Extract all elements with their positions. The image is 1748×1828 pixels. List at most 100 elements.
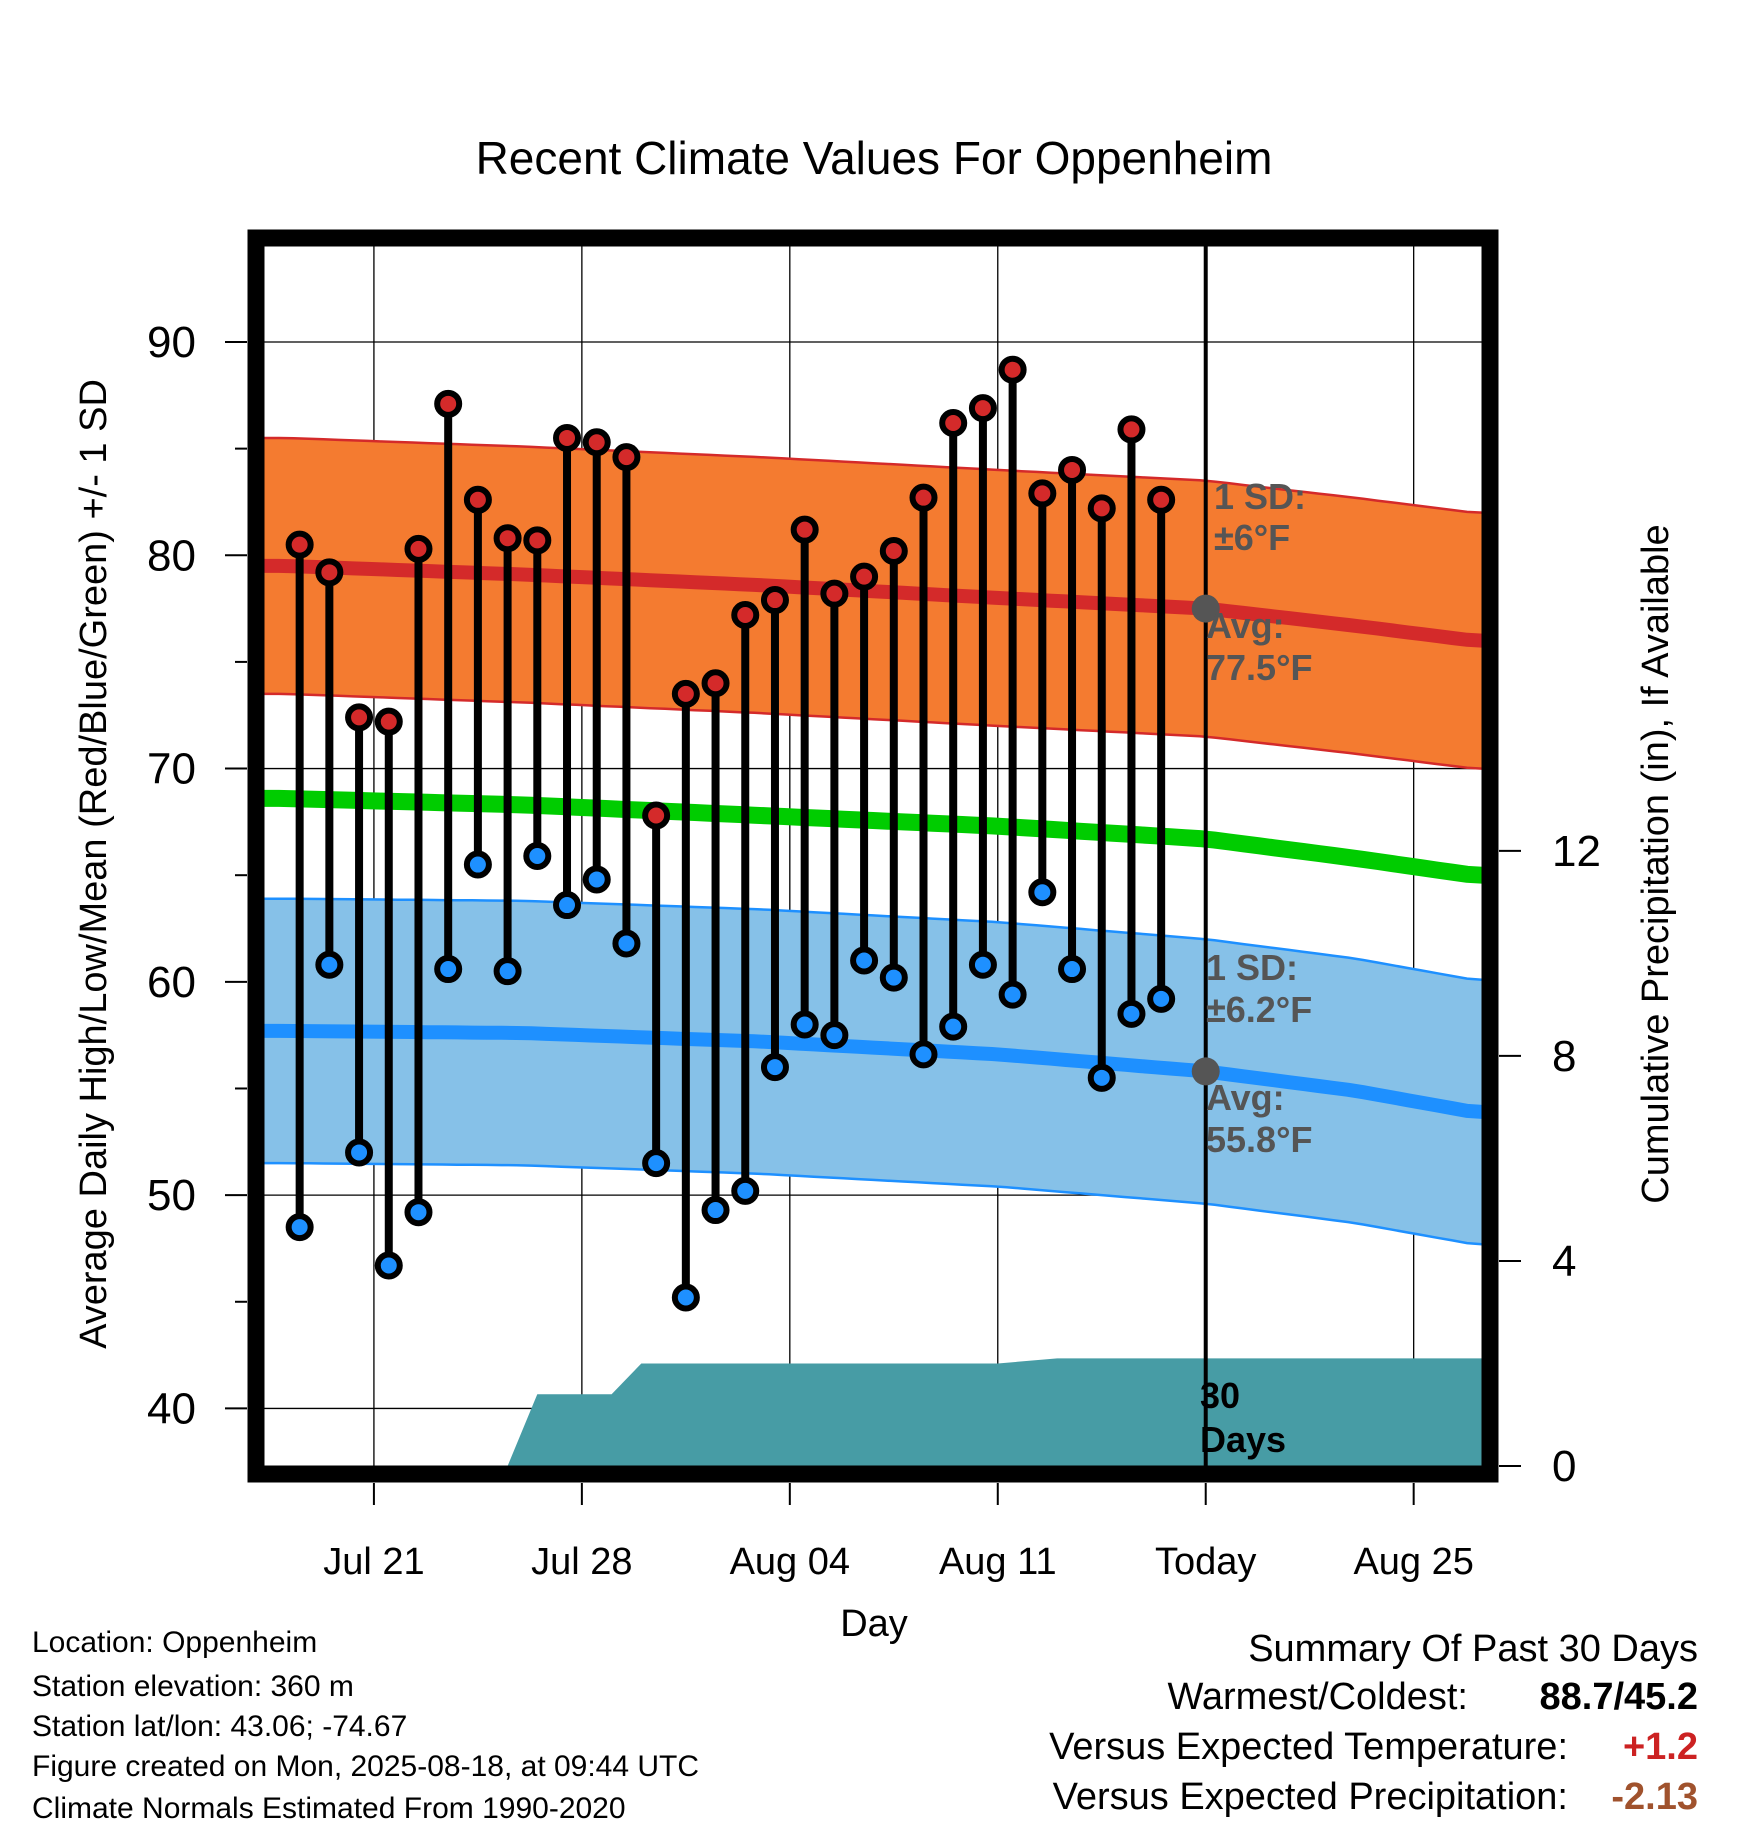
low-point bbox=[820, 1021, 849, 1050]
footer-normals: Climate Normals Estimated From 1990-2020 bbox=[32, 1792, 626, 1825]
low-sd-label: 1 SD: bbox=[1206, 947, 1298, 988]
high-avg-line bbox=[264, 558, 1483, 648]
y-axis-right-label: Cumulative Precipitation (in), If Availa… bbox=[1635, 524, 1677, 1203]
today-high-avg-marker bbox=[1191, 594, 1220, 623]
high-point bbox=[612, 443, 641, 472]
high-point bbox=[404, 534, 433, 563]
y-right-tick-label: 8 bbox=[1552, 1032, 1576, 1081]
low-point bbox=[553, 891, 582, 920]
high-sd-value: ±6°F bbox=[1214, 517, 1290, 558]
high-point bbox=[939, 409, 968, 438]
low-sd-lower-edge bbox=[264, 1161, 1483, 1246]
summary-title: Summary Of Past 30 Days bbox=[1248, 1628, 1698, 1670]
high-point bbox=[285, 530, 314, 559]
low-point bbox=[345, 1138, 374, 1167]
high-point bbox=[1087, 494, 1116, 523]
high-point bbox=[582, 428, 611, 457]
low-point bbox=[760, 1053, 789, 1082]
y-right-tick-label: 12 bbox=[1552, 827, 1601, 876]
y-left-tick-label: 90 bbox=[147, 318, 196, 367]
low-point bbox=[1147, 984, 1176, 1013]
low-point bbox=[998, 980, 1027, 1009]
summary-temp-label: Versus Expected Temperature: bbox=[1049, 1726, 1568, 1768]
high-point bbox=[701, 669, 730, 698]
chart-title: Recent Climate Values For Oppenheim bbox=[476, 132, 1273, 184]
y-left-tick-label: 40 bbox=[147, 1384, 196, 1433]
today-low-avg-marker bbox=[1191, 1057, 1220, 1086]
low-point bbox=[879, 963, 908, 992]
summary-warm-cold-label: Warmest/Coldest: bbox=[1167, 1676, 1468, 1718]
x-tick-label: Aug 11 bbox=[939, 1541, 1057, 1583]
precip-fill bbox=[264, 1358, 1482, 1466]
daily-range-stems bbox=[295, 369, 1166, 1298]
y-axis-left-label: Average Daily High/Low/Mean (Red/Blue/Gr… bbox=[73, 379, 115, 1349]
x-tick-label: Today bbox=[1155, 1541, 1256, 1583]
low-point bbox=[968, 950, 997, 979]
plot-border bbox=[247, 229, 1499, 1483]
y-left-tick-label: 60 bbox=[147, 958, 196, 1007]
x-tick-label: Aug 25 bbox=[1353, 1541, 1473, 1583]
y-left-tick-label: 50 bbox=[147, 1171, 196, 1220]
high-point bbox=[463, 485, 492, 514]
low-point bbox=[701, 1196, 730, 1225]
footer-created: Figure created on Mon, 2025-08-18, at 09… bbox=[32, 1750, 700, 1783]
precipitation-area bbox=[264, 1358, 1482, 1466]
low-point bbox=[434, 955, 463, 984]
low-point bbox=[612, 929, 641, 958]
low-point bbox=[523, 842, 552, 870]
footer-location: Location: Oppenheim bbox=[32, 1626, 318, 1659]
high-avg-label: Avg: bbox=[1206, 605, 1285, 646]
footer-elevation: Station elevation: 360 m bbox=[32, 1670, 354, 1703]
high-point bbox=[315, 558, 344, 587]
low-point bbox=[939, 1012, 968, 1041]
low-point bbox=[790, 1010, 819, 1039]
low-sd-value: ±6.2°F bbox=[1206, 989, 1312, 1030]
high-point bbox=[523, 526, 552, 555]
low-point bbox=[404, 1198, 433, 1227]
y-left-tick-label: 80 bbox=[147, 531, 196, 580]
low-sd-upper-edge bbox=[264, 897, 1483, 981]
low-point bbox=[285, 1213, 314, 1242]
high-point bbox=[760, 586, 789, 615]
plot-frame bbox=[247, 229, 1499, 1483]
high-sd-upper-edge bbox=[264, 436, 1483, 514]
high-point bbox=[998, 355, 1027, 384]
high-sd-lower-edge bbox=[264, 692, 1483, 770]
x-axis-label: Day bbox=[840, 1603, 908, 1645]
low-point bbox=[731, 1176, 760, 1205]
low-point bbox=[493, 957, 522, 986]
low-sd-band bbox=[264, 898, 1482, 1245]
summary-precip-label: Versus Expected Precipitation: bbox=[1052, 1776, 1568, 1818]
precip-label-days: Days bbox=[1200, 1419, 1286, 1460]
high-point bbox=[1117, 415, 1146, 444]
y-left-tick-label: 70 bbox=[147, 745, 196, 794]
high-point bbox=[879, 537, 908, 565]
x-tick-label: Aug 04 bbox=[730, 1541, 850, 1583]
high-sd-label: 1 SD: bbox=[1214, 476, 1306, 517]
low-point bbox=[850, 946, 879, 975]
low-point bbox=[1028, 878, 1057, 907]
high-point bbox=[1028, 479, 1057, 508]
y-right-tick-label: 0 bbox=[1552, 1442, 1576, 1491]
low-point bbox=[1117, 999, 1146, 1028]
high-point bbox=[374, 707, 403, 736]
high-point bbox=[1058, 455, 1087, 484]
high-point bbox=[968, 394, 997, 423]
high-point bbox=[790, 515, 819, 544]
footer-latlon: Station lat/lon: 43.06; -74.67 bbox=[32, 1710, 408, 1743]
x-tick-label: Jul 28 bbox=[531, 1541, 632, 1583]
high-point bbox=[345, 703, 374, 732]
low-point bbox=[671, 1283, 700, 1312]
high-point bbox=[493, 524, 522, 553]
mean-avg-line bbox=[264, 789, 1483, 884]
low-point bbox=[1058, 955, 1087, 984]
low-point bbox=[315, 950, 344, 979]
high-point bbox=[434, 389, 463, 418]
daily-points bbox=[285, 246, 1220, 1466]
precip-label-30: 30 bbox=[1200, 1375, 1240, 1416]
low-point bbox=[463, 850, 492, 879]
high-point bbox=[1147, 485, 1176, 514]
low-avg-value: 55.8°F bbox=[1206, 1119, 1312, 1160]
